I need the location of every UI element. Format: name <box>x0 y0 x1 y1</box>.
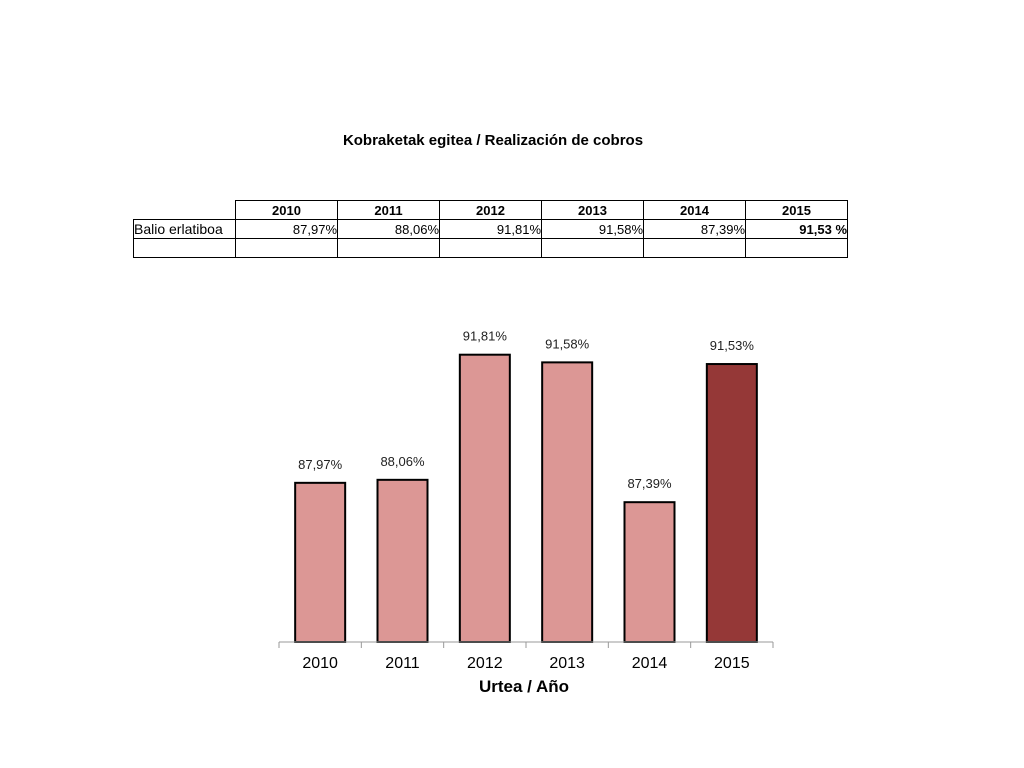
x-tick-label: 2013 <box>549 655 585 672</box>
table-row: Balio erlatiboa 87,97% 88,06% 91,81% 91,… <box>133 219 848 239</box>
bar <box>294 481 347 644</box>
bar <box>376 478 429 643</box>
table-blank-row <box>133 238 848 258</box>
table-value-cell: 88,06% <box>337 219 440 239</box>
data-label: 91,58% <box>545 336 590 351</box>
table-empty-cell <box>745 238 848 258</box>
x-tick-label: 2012 <box>467 655 503 672</box>
table-year-cell: 2015 <box>745 200 848 220</box>
data-table: 2010 2011 2012 2013 2014 2015 Balio erla… <box>133 200 848 258</box>
x-axis-label: Urtea / Año <box>479 677 569 696</box>
table-year-cell: 2011 <box>337 200 440 220</box>
data-labels-group: 87,97% 88,06% 91,81% 91,58% 87,39% 91,53% <box>298 329 754 491</box>
x-tick-label: 2015 <box>714 655 750 672</box>
x-tick-label: 2014 <box>632 655 668 672</box>
table-header-row: 2010 2011 2012 2013 2014 2015 <box>134 200 848 220</box>
x-axis: 2010 2011 2012 2013 2014 2015 <box>278 641 774 672</box>
table-value-cell: 87,97% <box>235 219 338 239</box>
x-tick-label: 2010 <box>302 655 338 672</box>
bar <box>541 361 594 643</box>
x-tick-label: 2011 <box>385 655 420 672</box>
bar <box>623 501 676 643</box>
bars-group <box>294 353 758 644</box>
data-label: 91,81% <box>463 329 508 344</box>
data-label: 91,53% <box>710 338 755 353</box>
bar <box>705 363 758 643</box>
chart-title: Kobraketak egitea / Realización de cobro… <box>342 132 644 149</box>
data-label: 88,06% <box>380 454 425 469</box>
data-label: 87,97% <box>298 457 343 472</box>
data-label: 87,39% <box>627 476 672 491</box>
bar <box>458 353 511 643</box>
